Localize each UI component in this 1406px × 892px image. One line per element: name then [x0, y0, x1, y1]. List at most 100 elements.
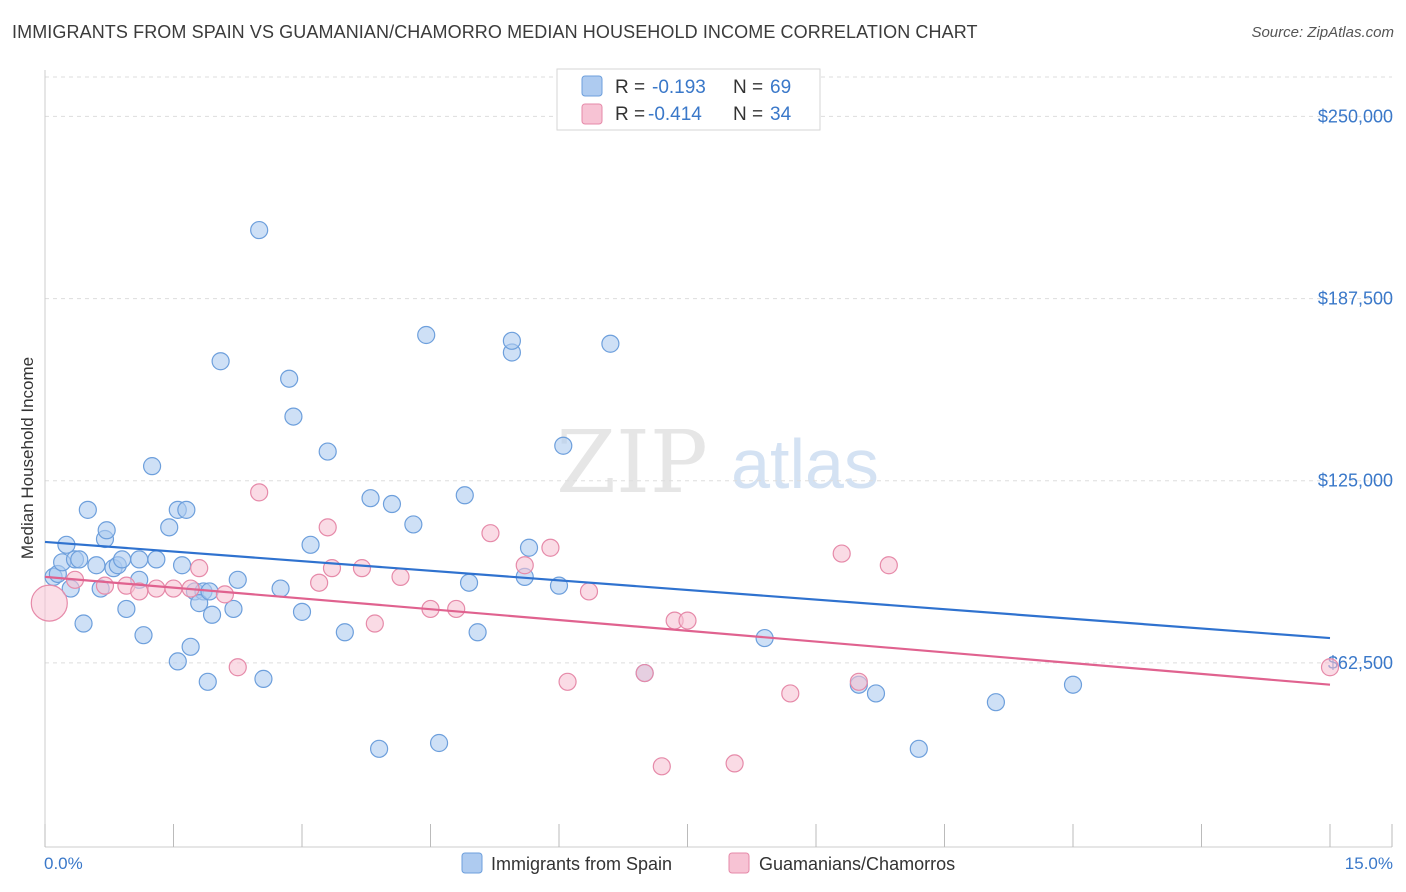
gridlines: [45, 76, 1392, 664]
watermark-zip: ZIP: [556, 413, 708, 513]
data-point-guam: [310, 573, 329, 592]
data-point-spain: [211, 352, 230, 371]
data-point-guam: [541, 538, 560, 557]
data-point-spain: [909, 739, 928, 758]
trend-lines: [44, 540, 1331, 686]
data-point-spain: [429, 733, 449, 753]
data-point-guam: [130, 582, 149, 601]
data-point-spain: [1063, 675, 1083, 694]
data-point-spain: [335, 623, 354, 642]
y-tick-label: $125,000: [1318, 471, 1393, 491]
trend-line-spain: [44, 540, 1331, 640]
legend-swatch-pink: [581, 103, 603, 125]
legend-n-label-1: N =: [733, 77, 763, 98]
data-point-spain: [224, 599, 243, 619]
data-point-guam: [95, 576, 115, 595]
data-point-spain: [228, 570, 247, 589]
data-point-spain: [417, 325, 436, 345]
data-point-spain: [866, 684, 886, 703]
bottom-legend-swatch-pink: [728, 852, 750, 874]
data-point-spain: [601, 334, 620, 353]
data-point-guam: [879, 556, 898, 575]
data-point-spain: [130, 550, 149, 569]
x-tick-label-max: 15.0%: [1345, 854, 1393, 873]
data-point-guam: [579, 582, 599, 601]
legend-n-value-1: 69: [770, 77, 791, 98]
data-point-spain: [168, 652, 187, 671]
data-point-spain: [284, 407, 303, 426]
y-tick-label: $250,000: [1318, 106, 1393, 126]
bottom-legend-swatch-blue: [461, 852, 483, 874]
data-point-spain: [70, 550, 89, 569]
data-point-spain: [554, 436, 573, 455]
y-tick-label: $62,500: [1328, 653, 1393, 673]
data-point-spain: [202, 605, 222, 624]
data-point-guam: [365, 614, 384, 633]
data-point-guam: [190, 559, 209, 578]
x-ticks: [44, 824, 1393, 847]
series-guamanians-chamorros: [30, 483, 1340, 776]
data-point-spain: [361, 489, 380, 508]
data-point-spain: [87, 556, 106, 575]
data-point-spain: [271, 579, 290, 598]
data-point-spain: [160, 518, 179, 537]
y-tick-label: $187,500: [1318, 289, 1393, 309]
data-point-guam: [1320, 658, 1340, 677]
legend-r-label-1: R =: [615, 77, 645, 98]
data-point-guam: [515, 556, 534, 575]
data-point-spain: [301, 535, 320, 554]
data-point-guam: [481, 524, 500, 543]
data-point-spain: [134, 626, 153, 645]
legend-n-label-2: N =: [733, 104, 763, 125]
data-point-spain: [254, 669, 273, 688]
y-axis-label: Median Household Income: [18, 357, 37, 559]
data-point-spain: [112, 550, 132, 569]
data-point-spain: [177, 500, 196, 519]
x-tick-label-min: 0.0%: [44, 854, 83, 873]
data-point-spain: [459, 573, 479, 592]
data-point-guam: [215, 585, 234, 604]
series-immigrants-from-spain: [44, 220, 1083, 758]
data-point-spain: [280, 369, 299, 388]
data-point-guam: [781, 684, 800, 703]
data-point-guam: [30, 584, 68, 622]
data-point-spain: [117, 599, 136, 619]
data-point-spain: [986, 693, 1006, 712]
data-point-guam: [228, 658, 247, 677]
data-point-spain: [519, 538, 539, 557]
data-point-guam: [635, 663, 654, 683]
legend-r-label-2: R =: [615, 104, 645, 125]
bottom-legend-label-spain: Immigrants from Spain: [491, 854, 672, 874]
data-point-guam: [318, 518, 337, 537]
axes: [44, 70, 1392, 848]
data-point-guam: [447, 599, 466, 619]
legend-swatch-blue: [581, 75, 603, 97]
series-legend: Immigrants from Spain Guamanians/Chamorr…: [461, 852, 955, 874]
data-point-guam: [725, 754, 744, 773]
data-point-guam: [250, 483, 269, 502]
data-point-guam: [652, 757, 671, 776]
data-point-spain: [74, 614, 93, 633]
data-point-guam: [352, 559, 372, 578]
data-point-guam: [391, 567, 410, 586]
data-point-spain: [370, 739, 389, 758]
data-point-guam: [678, 611, 697, 630]
y-tick-labels: $62,500 $125,000 $187,500 $250,000: [1318, 106, 1393, 672]
data-point-spain: [382, 494, 402, 514]
source-credit: Source: ZipAtlas.com: [1251, 24, 1394, 41]
data-point-spain: [142, 457, 162, 476]
correlation-legend: R = -0.193 N = 69 R = -0.414 N = 34: [556, 68, 821, 131]
data-point-guam: [147, 579, 166, 598]
data-point-spain: [97, 521, 116, 540]
data-point-spain: [147, 550, 166, 569]
data-point-spain: [455, 486, 474, 505]
data-point-guam: [558, 672, 577, 691]
data-point-spain: [78, 500, 97, 519]
data-point-spain: [250, 220, 269, 240]
trend-line-guam: [44, 575, 1331, 686]
legend-n-value-2: 34: [770, 104, 792, 125]
data-point-spain: [198, 672, 217, 691]
data-point-spain: [502, 331, 521, 350]
legend-r-value-2: -0.414: [648, 104, 702, 125]
